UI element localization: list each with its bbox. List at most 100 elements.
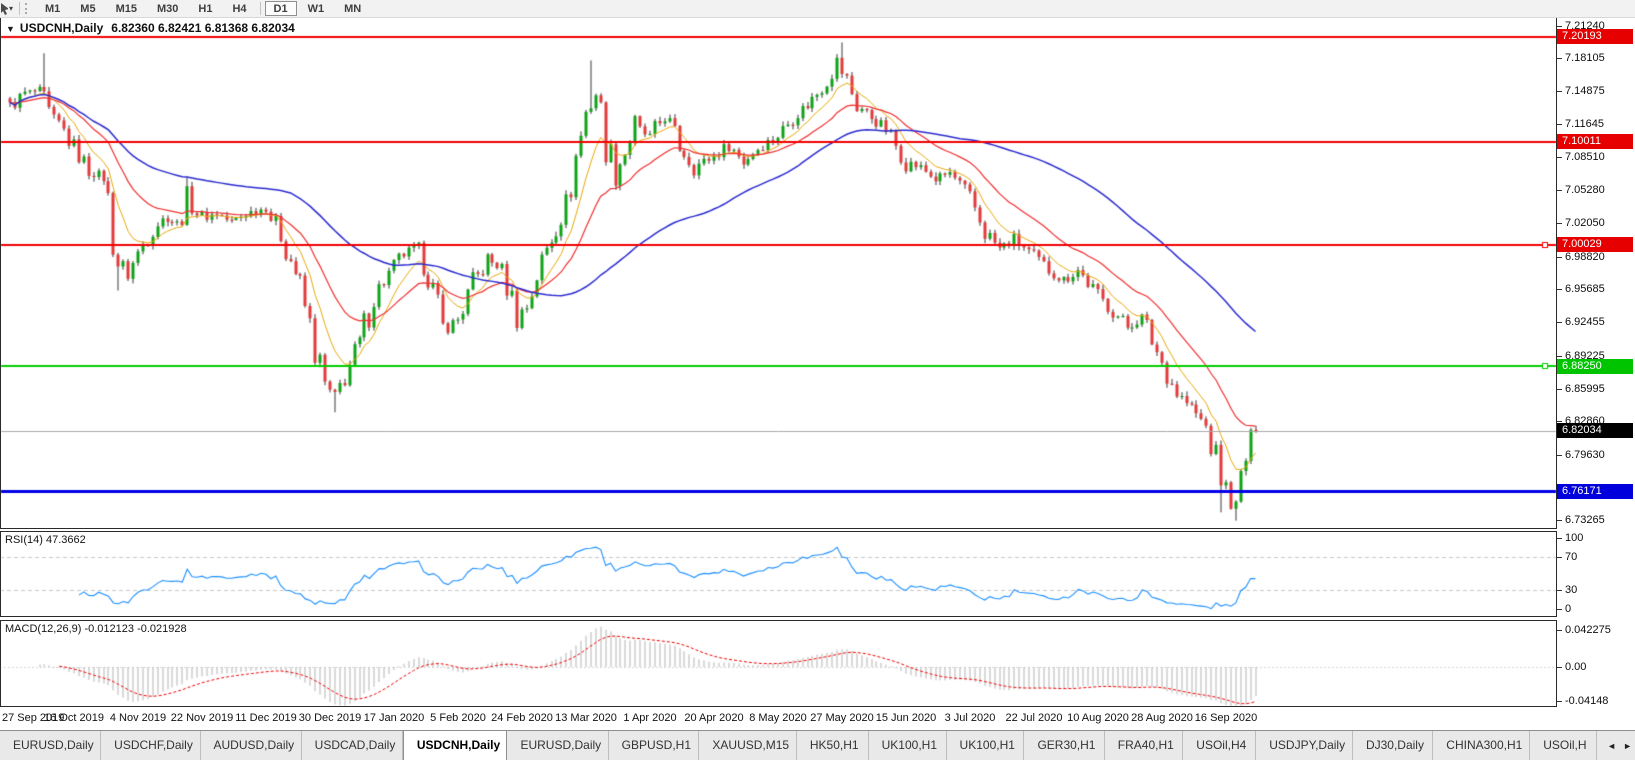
tab-scroll-left-icon[interactable]: ◄ <box>1607 740 1617 751</box>
date-label: 16 Sep 2020 <box>1194 712 1258 724</box>
macd-axis-label: -0.04148 <box>1565 694 1609 707</box>
price-level-badge: 6.82034 <box>1557 423 1633 439</box>
price-axis-label: 6.79630 <box>1565 448 1605 461</box>
timeframe-button-d1[interactable]: D1 <box>264 1 297 16</box>
timeframe-button-h1[interactable]: H1 <box>189 1 221 16</box>
timeframe-button-group: M1 M5 M15 M30 H1 H4 D1 W1 MN <box>35 1 371 16</box>
chart-tab-fra40-h1[interactable]: FRA40,H1 <box>1105 731 1184 760</box>
rsi-axis-label: 30 <box>1565 583 1578 596</box>
price-axis-tick <box>1557 256 1562 258</box>
chart-tab-usdcad-daily[interactable]: USDCAD,Daily <box>302 731 403 760</box>
chart-title: ▼ USDCNH,Daily 6.82360 6.82421 6.81368 6.8… <box>6 21 295 35</box>
timeframe-button-m1[interactable]: M1 <box>36 1 69 16</box>
price-axis-label: 7.11645 <box>1565 118 1604 131</box>
price-axis-tick <box>1557 91 1562 93</box>
toolbar-drag-grip[interactable] <box>25 3 30 14</box>
date-label: 16 Oct 2019 <box>44 712 104 724</box>
chart-tab-dj30-daily[interactable]: DJ30,Daily <box>1353 731 1434 760</box>
price-axis-label: 7.05280 <box>1565 184 1605 197</box>
rsi-indicator-label: RSI(14) 47.3662 <box>5 534 86 546</box>
chart-tab-china300-h1[interactable]: CHINA300,H1 <box>1433 731 1531 760</box>
date-label: 28 Aug 2020 <box>1131 712 1193 724</box>
date-label: 8 May 2020 <box>749 712 807 724</box>
timeframe-button-mn[interactable]: MN <box>335 1 370 16</box>
price-level-badge: 7.00029 <box>1557 237 1633 253</box>
price-axis-tick <box>1557 454 1562 456</box>
date-label: 20 Apr 2020 <box>684 712 744 724</box>
chart-tab-gbpusd-h1[interactable]: GBPUSD,H1 <box>609 731 700 760</box>
price-axis-tick <box>1557 322 1562 324</box>
timeframe-button-m30[interactable]: M30 <box>148 1 187 16</box>
chart-tab-bar: EURUSD,Daily USDCHF,Daily AUDUSD,Daily USDC… <box>0 730 1635 760</box>
chart-tab-usdcnh-daily[interactable]: USDCNH,Daily <box>402 731 508 760</box>
chart-tab-eurusd-daily[interactable]: EURUSD,Daily <box>507 731 609 760</box>
price-level-badge: 6.76171 <box>1557 483 1633 499</box>
chart-ohlc-values: 6.82360 6.82421 6.81368 6.82034 <box>111 21 295 35</box>
timeframe-button-m5[interactable]: M5 <box>71 1 104 16</box>
rsi-panel[interactable] <box>0 531 1557 617</box>
macd-axis-tick <box>1557 700 1562 702</box>
price-axis-label: 6.98820 <box>1565 250 1605 263</box>
timeframe-toolbar: ▾ M1 M5 M15 M30 H1 H4 D1 W1 MN <box>0 0 1635 18</box>
price-axis-label: 6.92455 <box>1565 316 1605 329</box>
date-label: 24 Feb 2020 <box>491 712 553 724</box>
pointer-tool-glyph <box>1 3 8 15</box>
panel-resize-divider[interactable] <box>0 617 1557 620</box>
date-label: 15 Jun 2020 <box>875 712 937 724</box>
price-axis-label: 6.85995 <box>1565 383 1605 396</box>
panel-resize-divider[interactable] <box>0 529 1557 531</box>
chart-symbol-period: USDCNH,Daily <box>19 21 104 35</box>
pointer-tool-icon[interactable] <box>0 2 8 15</box>
price-axis-label: 7.08510 <box>1565 150 1605 163</box>
date-label: 13 Mar 2020 <box>555 712 617 724</box>
macd-panel[interactable] <box>0 620 1557 707</box>
date-label: 22 Nov 2019 <box>170 712 234 724</box>
rsi-axis-tick <box>1557 608 1562 610</box>
chart-tab-eurusd-daily[interactable]: EURUSD,Daily <box>0 731 102 760</box>
rsi-axis-tick <box>1557 537 1562 539</box>
chart-tab-usoil-h4[interactable]: USOil,H4 <box>1183 731 1257 760</box>
chart-tab-xauusd-m15[interactable]: XAUUSD,M15 <box>699 731 797 760</box>
date-label: 30 Dec 2019 <box>298 712 362 724</box>
chart-tab-usdjpy-daily[interactable]: USDJPY,Daily <box>1256 731 1353 760</box>
rsi-axis-label: 100 <box>1565 531 1584 544</box>
tab-scroll-arrows: ◄ ► <box>1607 731 1632 760</box>
chart-tab-uk100-h1[interactable]: UK100,H1 <box>947 731 1025 760</box>
price-axis-label: 7.02050 <box>1565 217 1605 230</box>
timeframe-button-h4[interactable]: H4 <box>223 1 255 16</box>
chart-tab-usdchf-daily[interactable]: USDCHF,Daily <box>101 731 201 760</box>
timeframe-button-w1[interactable]: W1 <box>299 1 334 16</box>
price-axis-tick <box>1557 124 1562 126</box>
price-axis-label: 6.73265 <box>1565 514 1605 527</box>
rsi-axis-tick <box>1557 556 1562 558</box>
rsi-axis-label: 0 <box>1565 602 1572 615</box>
toolbar-separator <box>259 2 261 15</box>
chart-tab-hk50-h1[interactable]: HK50,H1 <box>797 731 869 760</box>
date-label: 17 Jan 2020 <box>363 712 425 724</box>
date-axis[interactable]: 27 Sep 2019 16 Oct 2019 4 Nov 2019 22 Nov 2… <box>0 707 1557 730</box>
date-label: 11 Dec 2019 <box>235 712 297 724</box>
toolbar-separator <box>19 2 21 15</box>
date-label: 1 Apr 2020 <box>623 712 677 724</box>
macd-axis-tick <box>1557 666 1562 668</box>
chart-tab-ger30-h1[interactable]: GER30,H1 <box>1024 731 1105 760</box>
timeframe-button-m15[interactable]: M15 <box>107 1 146 16</box>
price-axis-tick <box>1557 355 1562 357</box>
date-label: 10 Aug 2020 <box>1067 712 1129 724</box>
price-axis-tick <box>1557 389 1562 391</box>
dropdown-caret-icon[interactable]: ▾ <box>9 4 14 13</box>
date-label: 4 Nov 2019 <box>109 712 167 724</box>
price-axis-tick <box>1557 289 1562 291</box>
macd-indicator-label: MACD(12,26,9) -0.012123 -0.021928 <box>5 623 187 635</box>
tab-scroll-right-icon[interactable]: ► <box>1623 740 1632 751</box>
chart-tab-uk100-h1[interactable]: UK100,H1 <box>869 731 947 760</box>
price-axis-tick <box>1557 190 1562 192</box>
chart-tab-audusd-daily[interactable]: AUDUSD,Daily <box>201 731 302 760</box>
price-axis[interactable]: 7.21240 7.18105 7.14875 7.11645 7.08510 7.052… <box>1557 17 1635 730</box>
price-chart-panel[interactable] <box>0 17 1557 529</box>
chart-menu-icon[interactable]: ▼ <box>6 24 15 34</box>
price-axis-tick <box>1557 520 1562 522</box>
date-label: 3 Jul 2020 <box>944 712 996 724</box>
date-label: 5 Feb 2020 <box>430 712 486 724</box>
chart-tab-usoil-h[interactable]: USOil,H <box>1530 731 1598 760</box>
